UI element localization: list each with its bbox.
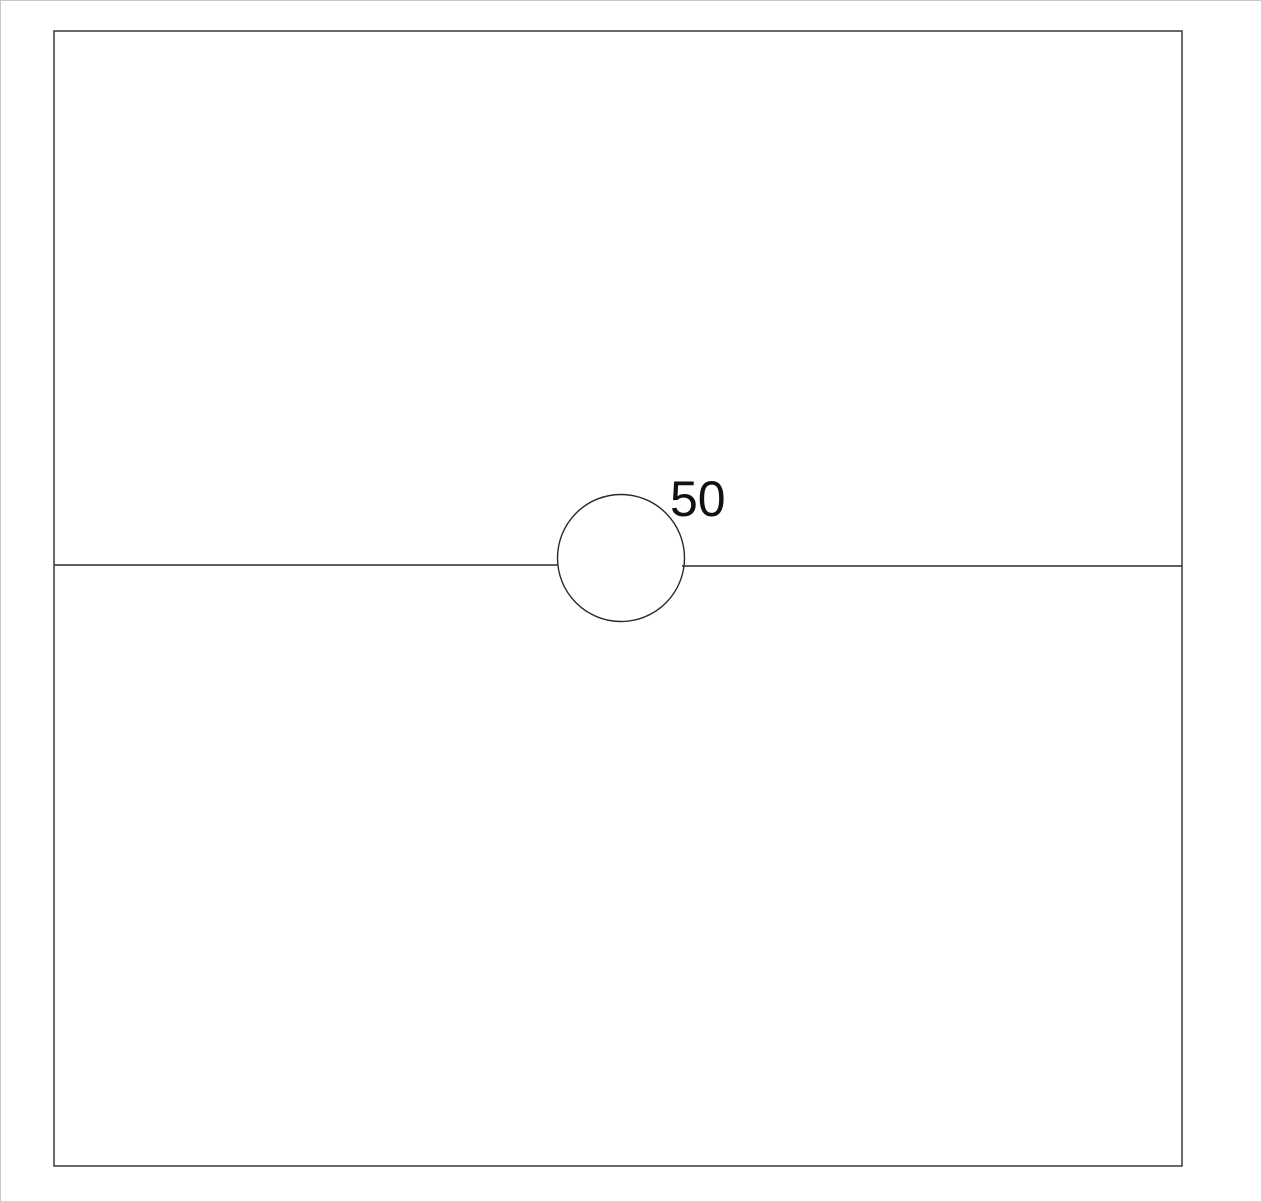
outer-frame [53, 30, 1183, 1167]
node-label: 50 [670, 471, 726, 527]
center-node-circle [556, 493, 686, 623]
